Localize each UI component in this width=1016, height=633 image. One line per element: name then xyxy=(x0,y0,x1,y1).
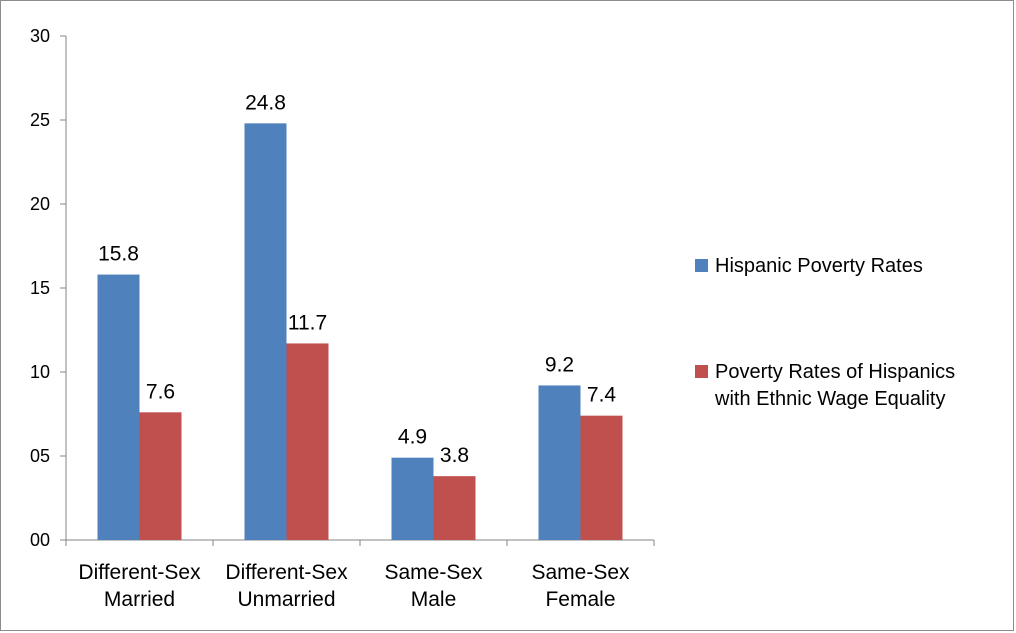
x-category-label: Different-Sex Married xyxy=(78,561,201,611)
data-label: 9.2 xyxy=(545,353,574,376)
x-category-label: Same-Sex Male xyxy=(384,561,483,611)
legend-swatch xyxy=(695,259,708,272)
data-label: 15.8 xyxy=(98,243,139,266)
data-label: 24.8 xyxy=(245,91,286,114)
bar xyxy=(286,343,329,540)
data-label: 3.8 xyxy=(440,444,469,467)
axes: 00 05 10 15 20 25 30 Different-Sex Married Differ… xyxy=(30,26,655,611)
y-tick-label: 20 xyxy=(30,194,50,214)
bar xyxy=(139,412,182,540)
data-label: 7.4 xyxy=(587,384,617,407)
bar xyxy=(538,385,581,540)
bar xyxy=(97,274,140,540)
y-tick-label: 00 xyxy=(30,530,50,550)
bar xyxy=(244,123,287,541)
y-tick-label: 15 xyxy=(30,278,50,298)
y-tick-label: 05 xyxy=(30,446,50,466)
data-label: 4.9 xyxy=(398,426,427,449)
legend-label: Poverty Rates of Hispanics with Ethnic Wa… xyxy=(714,361,955,410)
bar xyxy=(391,457,434,540)
data-label: 11.7 xyxy=(288,311,327,334)
bar xyxy=(580,415,623,540)
legend-swatch xyxy=(695,365,708,378)
y-tick-label: 25 xyxy=(30,110,50,130)
y-tick-label: 10 xyxy=(30,362,50,382)
data-labels: 15.8 24.8 4.9 9.2 7.6 11.7 3.8 7.4 xyxy=(98,91,616,467)
x-category-label: Different-Sex Unmarried xyxy=(225,561,348,611)
legend: Hispanic Poverty Rates Poverty Rates of H… xyxy=(695,255,955,410)
legend-label: Hispanic Poverty Rates xyxy=(715,255,923,277)
bars xyxy=(97,123,623,541)
y-tick-label: 30 xyxy=(30,26,50,46)
x-category-label: Same-Sex Female xyxy=(531,561,630,611)
data-label: 7.6 xyxy=(146,380,175,403)
bar xyxy=(433,476,476,540)
